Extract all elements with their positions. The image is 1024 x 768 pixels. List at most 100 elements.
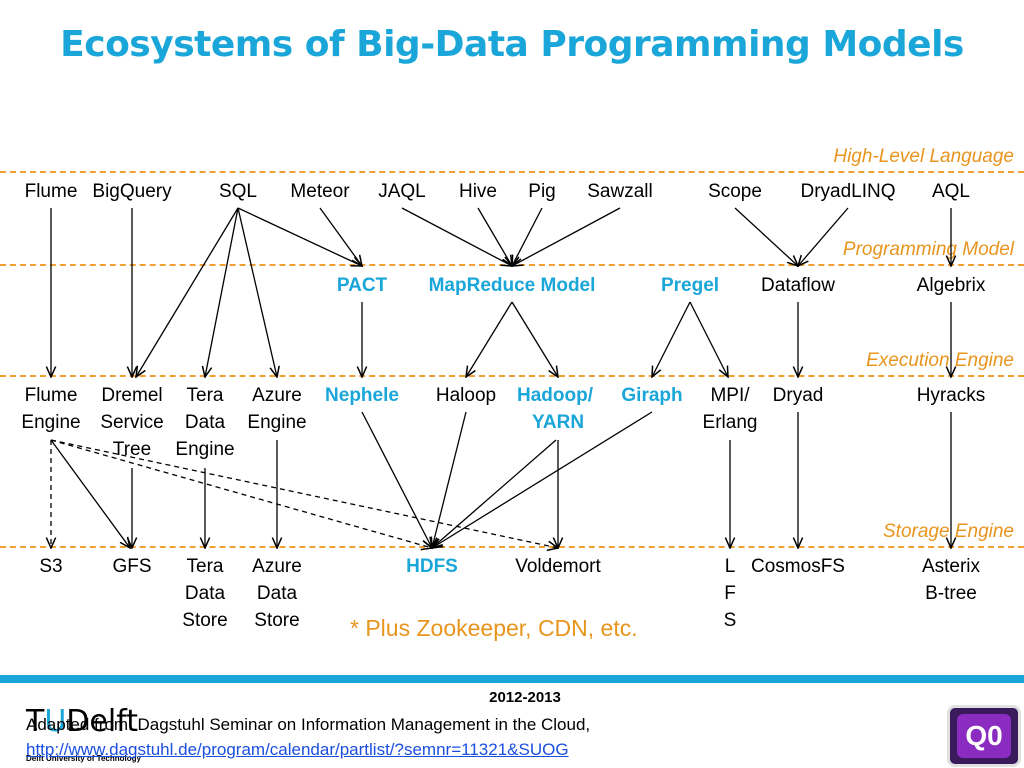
storage-voldemort: Voldemort: [515, 556, 601, 577]
lang-bigquery: BigQuery: [92, 181, 172, 202]
lang-jaql: JAQL: [378, 181, 426, 202]
arrow-pregel-to-giraph: [652, 301, 691, 377]
arrow-giraph-to-hdfs: [432, 411, 653, 548]
logo-subtitle: Delft University of Technology: [26, 754, 141, 763]
storage-s3: S3: [39, 556, 63, 577]
storage-lfs-line3: S: [723, 610, 737, 631]
lang-sawzall: Sawzall: [587, 181, 653, 202]
lang-meteor: Meteor: [290, 181, 350, 202]
lang-hive: Hive: [458, 181, 498, 202]
divider-execution-engine: [0, 375, 1024, 377]
divider-storage-engine: [0, 546, 1024, 548]
arrow-sql-to-tera-data-engine: [205, 207, 239, 377]
engine-tera-data: Tera Data Engine: [175, 382, 234, 463]
engine-hadoop-yarn: Hadoop/ YARN: [517, 382, 593, 436]
arrow-scope-to-dataflow: [734, 207, 798, 266]
storage-lfs-line1: L: [724, 556, 736, 577]
engine-haloop: Haloop: [435, 385, 497, 406]
arrow-mapreduce-to-hadoop: [511, 301, 558, 377]
q0-badge[interactable]: Q0: [947, 705, 1021, 767]
arrow-hive-to-mapreduce: [477, 207, 512, 266]
storage-tera-line1: Tera: [186, 556, 224, 577]
engine-flume-line1: Flume: [24, 385, 78, 406]
storage-lfs-line2: F: [724, 583, 736, 604]
engine-mpi-erlang: MPI/ Erlang: [703, 382, 758, 436]
arrow-dryadlinq-to-dataflow: [798, 207, 849, 266]
storage-azure-line3: Store: [254, 610, 300, 631]
engine-hadoop-line2: YARN: [531, 412, 585, 433]
slide-title: Ecosystems of Big-Data Programming Model…: [60, 24, 964, 65]
storage-azure-line2: Data: [256, 583, 298, 604]
storage-cosmosfs: CosmosFS: [751, 556, 845, 577]
engine-hyracks: Hyracks: [916, 385, 986, 406]
arrow-nephele-to-hdfs: [361, 411, 432, 548]
lang-dryadlinq: DryadLINQ: [800, 181, 896, 202]
arrow-sql-to-azure-engine: [237, 207, 277, 377]
engine-dremel-line1: Dremel: [101, 385, 163, 406]
logo-delft: Delft: [66, 704, 138, 739]
engine-flume-line2: Engine: [21, 412, 81, 433]
lang-aql: AQL: [931, 181, 971, 202]
layer-label-storage-engine: Storage Engine: [883, 521, 1014, 542]
engine-dremel-line3: Tree: [112, 439, 152, 460]
footer-bar: [0, 675, 1024, 683]
storage-azure-data-store: Azure Data Store: [252, 553, 302, 634]
logo-t: T: [26, 704, 45, 739]
footer-year: 2012-2013: [489, 689, 561, 706]
engine-azure-line1: Azure: [252, 385, 302, 406]
storage-hdfs: HDFS: [406, 556, 458, 577]
dashed-arrow-flume-engine-to-hdfs: [50, 439, 432, 548]
engine-giraph: Giraph: [621, 385, 683, 406]
lang-sql: SQL: [218, 181, 258, 202]
engine-hadoop-line1: Hadoop/: [517, 385, 593, 406]
arrow-pregel-to-mpi: [689, 301, 728, 377]
arrow-flume-engine-to-gfs: [50, 439, 130, 548]
arrow-sql-to-pact: [237, 207, 362, 266]
footer-credit: Adapted from: Dagstuhl Seminar on Inform…: [26, 715, 591, 734]
arrow-mapreduce-to-haloop: [466, 301, 513, 377]
storage-asterix-line2: B-tree: [925, 583, 977, 604]
layer-label-programming-model: Programming Model: [842, 239, 1014, 260]
model-mapreduce: MapReduce Model: [428, 275, 596, 296]
storage-gfs: GFS: [112, 556, 152, 577]
engine-azure-line2: Engine: [247, 412, 307, 433]
layer-label-high-level: High-Level Language: [833, 146, 1014, 167]
arrow-meteor-to-pact: [319, 207, 362, 266]
model-pact: PACT: [336, 275, 388, 296]
lang-pig: Pig: [528, 181, 556, 202]
storage-tera-line3: Store: [182, 610, 228, 631]
storage-azure-line1: Azure: [252, 556, 302, 577]
engine-tera-line2: Data: [184, 412, 226, 433]
arrow-haloop-to-hdfs: [432, 411, 467, 548]
arrow-sawzall-to-mapreduce: [512, 207, 621, 266]
model-pregel: Pregel: [660, 275, 720, 296]
footer-source-link[interactable]: http://www.dagstuhl.de/program/calendar/…: [26, 740, 569, 759]
engine-dryad: Dryad: [772, 385, 824, 406]
lang-scope: Scope: [708, 181, 762, 202]
storage-asterix: Asterix B-tree: [922, 553, 980, 607]
tudelft-logo: TUDelft: [26, 704, 138, 739]
layer-label-execution-engine: Execution Engine: [866, 350, 1014, 371]
storage-asterix-line1: Asterix: [921, 556, 981, 577]
engine-nephele: Nephele: [325, 385, 399, 406]
engine-mpi-line2: Erlang: [702, 412, 758, 433]
storage-tera-data-store: Tera Data Store: [182, 553, 227, 634]
footnote-plus-zookeeper: * Plus Zookeeper, CDN, etc.: [350, 615, 638, 641]
engine-dremel: Dremel Service Tree: [100, 382, 163, 463]
model-algebrix: Algebrix: [916, 275, 986, 296]
arrow-hadoop-to-hdfs: [432, 439, 557, 548]
storage-lfs: L F S: [724, 553, 737, 634]
divider-high-level: [0, 171, 1024, 173]
engine-azure: Azure Engine: [247, 382, 306, 436]
q0-badge-label: Q0: [957, 714, 1011, 758]
engine-tera-line1: Tera: [186, 385, 224, 406]
storage-tera-line2: Data: [184, 583, 226, 604]
arrow-pig-to-mapreduce: [512, 207, 543, 266]
engine-dremel-line2: Service: [100, 412, 164, 433]
engine-flume: Flume Engine: [21, 382, 80, 436]
model-dataflow: Dataflow: [761, 275, 835, 296]
engine-mpi-line1: MPI/: [710, 385, 750, 406]
logo-u: U: [44, 704, 67, 739]
lang-flume: Flume: [24, 181, 78, 202]
